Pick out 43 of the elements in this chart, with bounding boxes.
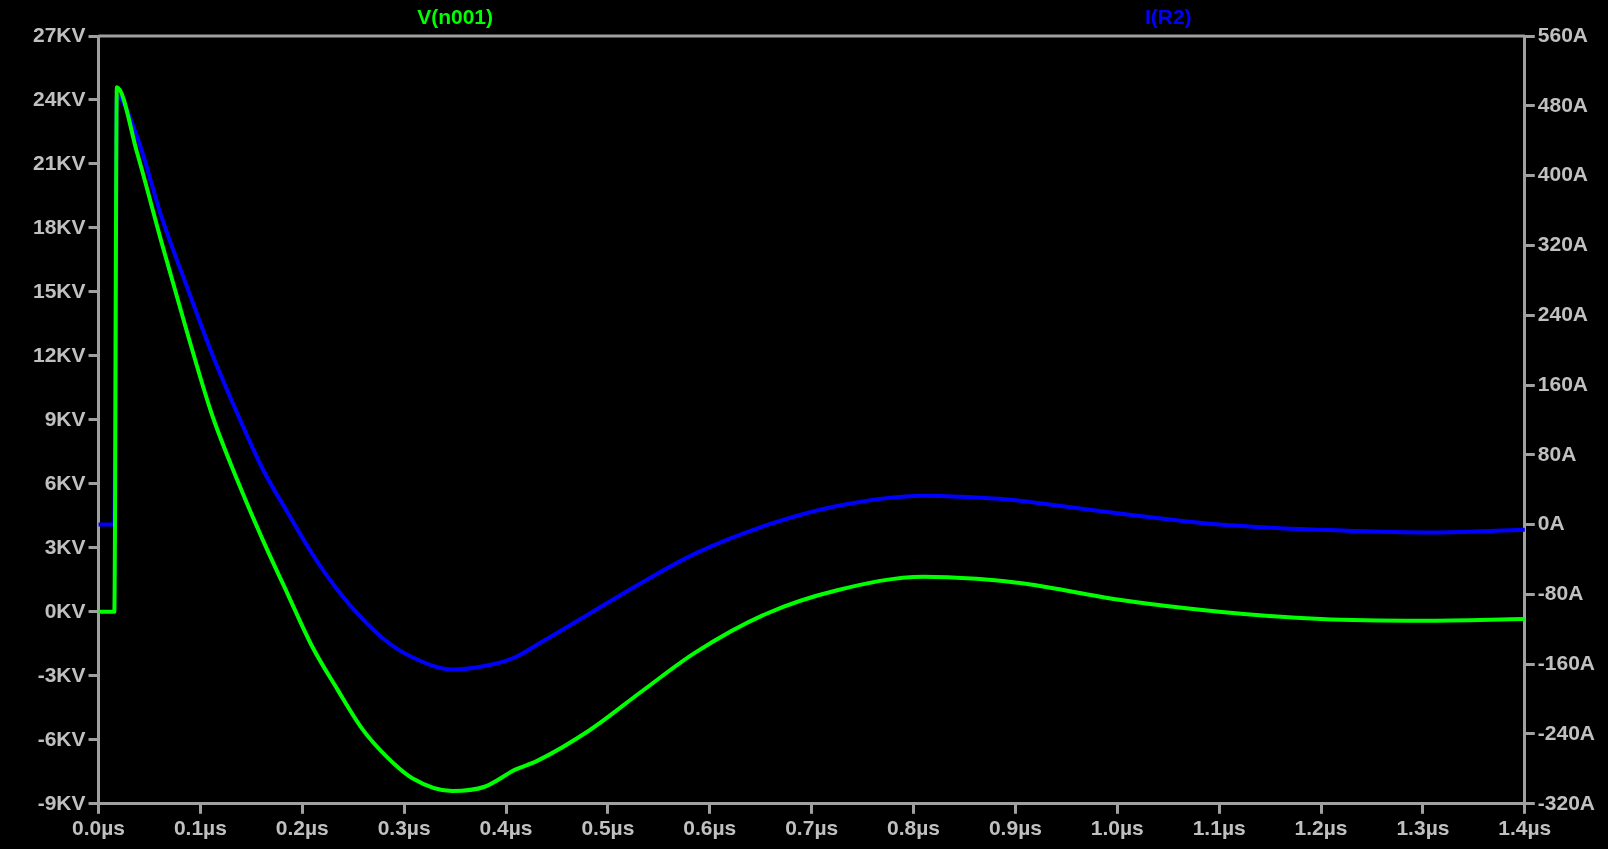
y2-tick-label: 240A [1537,302,1589,325]
y2-tick-label: -240A [1537,720,1596,744]
y2-tick-label: -80A [1537,581,1584,605]
text: V(n001) [417,4,494,28]
y-tick-label: 24KV [33,86,86,110]
y-tick-label: -3KV [37,662,86,686]
y2-tick-label: -320A [1537,790,1596,814]
y-tick-label: 3KV [44,534,86,558]
x-tick-label: 0.1µs [173,816,227,840]
y-tick-label: 12KV [33,342,86,366]
y2-tick-label: 160A [1537,371,1589,395]
x-tick-label: 0.4µs [479,816,533,840]
y2-tick-label: 320A [1537,232,1589,256]
line-series [98,85,1525,793]
y-tick-label: -9KV [37,790,86,814]
y2-tick-label: 480A [1537,92,1589,116]
x-tick-label: 0.2µs [275,816,329,840]
y2-tick-label: 560A [1537,22,1589,46]
x-tick-label: 0.7µs [785,816,839,840]
text: I(R2) [1144,4,1192,28]
y2-tick-label: 0A [1537,511,1565,535]
x-tick-label: 0.8µs [887,816,941,840]
y2-tick-label: -160A [1537,651,1596,674]
x-tick-label: 0.3µs [377,816,431,840]
x-tick-label: 1.4µs [1498,816,1552,840]
x-tick-label: 1.0µs [1090,816,1144,840]
y2-tick-label: 400A [1537,162,1589,186]
y-tick-label: 0KV [44,598,86,622]
x-tick-label: 0.6µs [683,816,737,840]
y-tick-label: 21KV [33,150,86,174]
y-tick-label: -6KV [37,726,86,750]
y-tick-label: 6KV [44,470,86,494]
y-tick-label: 27KV [33,22,86,46]
x-tick-label: 0.9µs [988,816,1042,840]
y-tick-label: 15KV [33,278,86,302]
x-tick-label: 1.2µs [1294,816,1348,840]
x-tick-label: 0.0µs [72,816,126,840]
x-tick-label: 1.1µs [1192,816,1246,840]
y-tick-label: 18KV [33,214,86,238]
y-tick-label: 9KV [44,406,86,430]
x-tick-label: 0.5µs [581,816,635,840]
x-tick-label: 1.3µs [1396,816,1450,840]
y2-tick-label: 80A [1537,441,1577,465]
